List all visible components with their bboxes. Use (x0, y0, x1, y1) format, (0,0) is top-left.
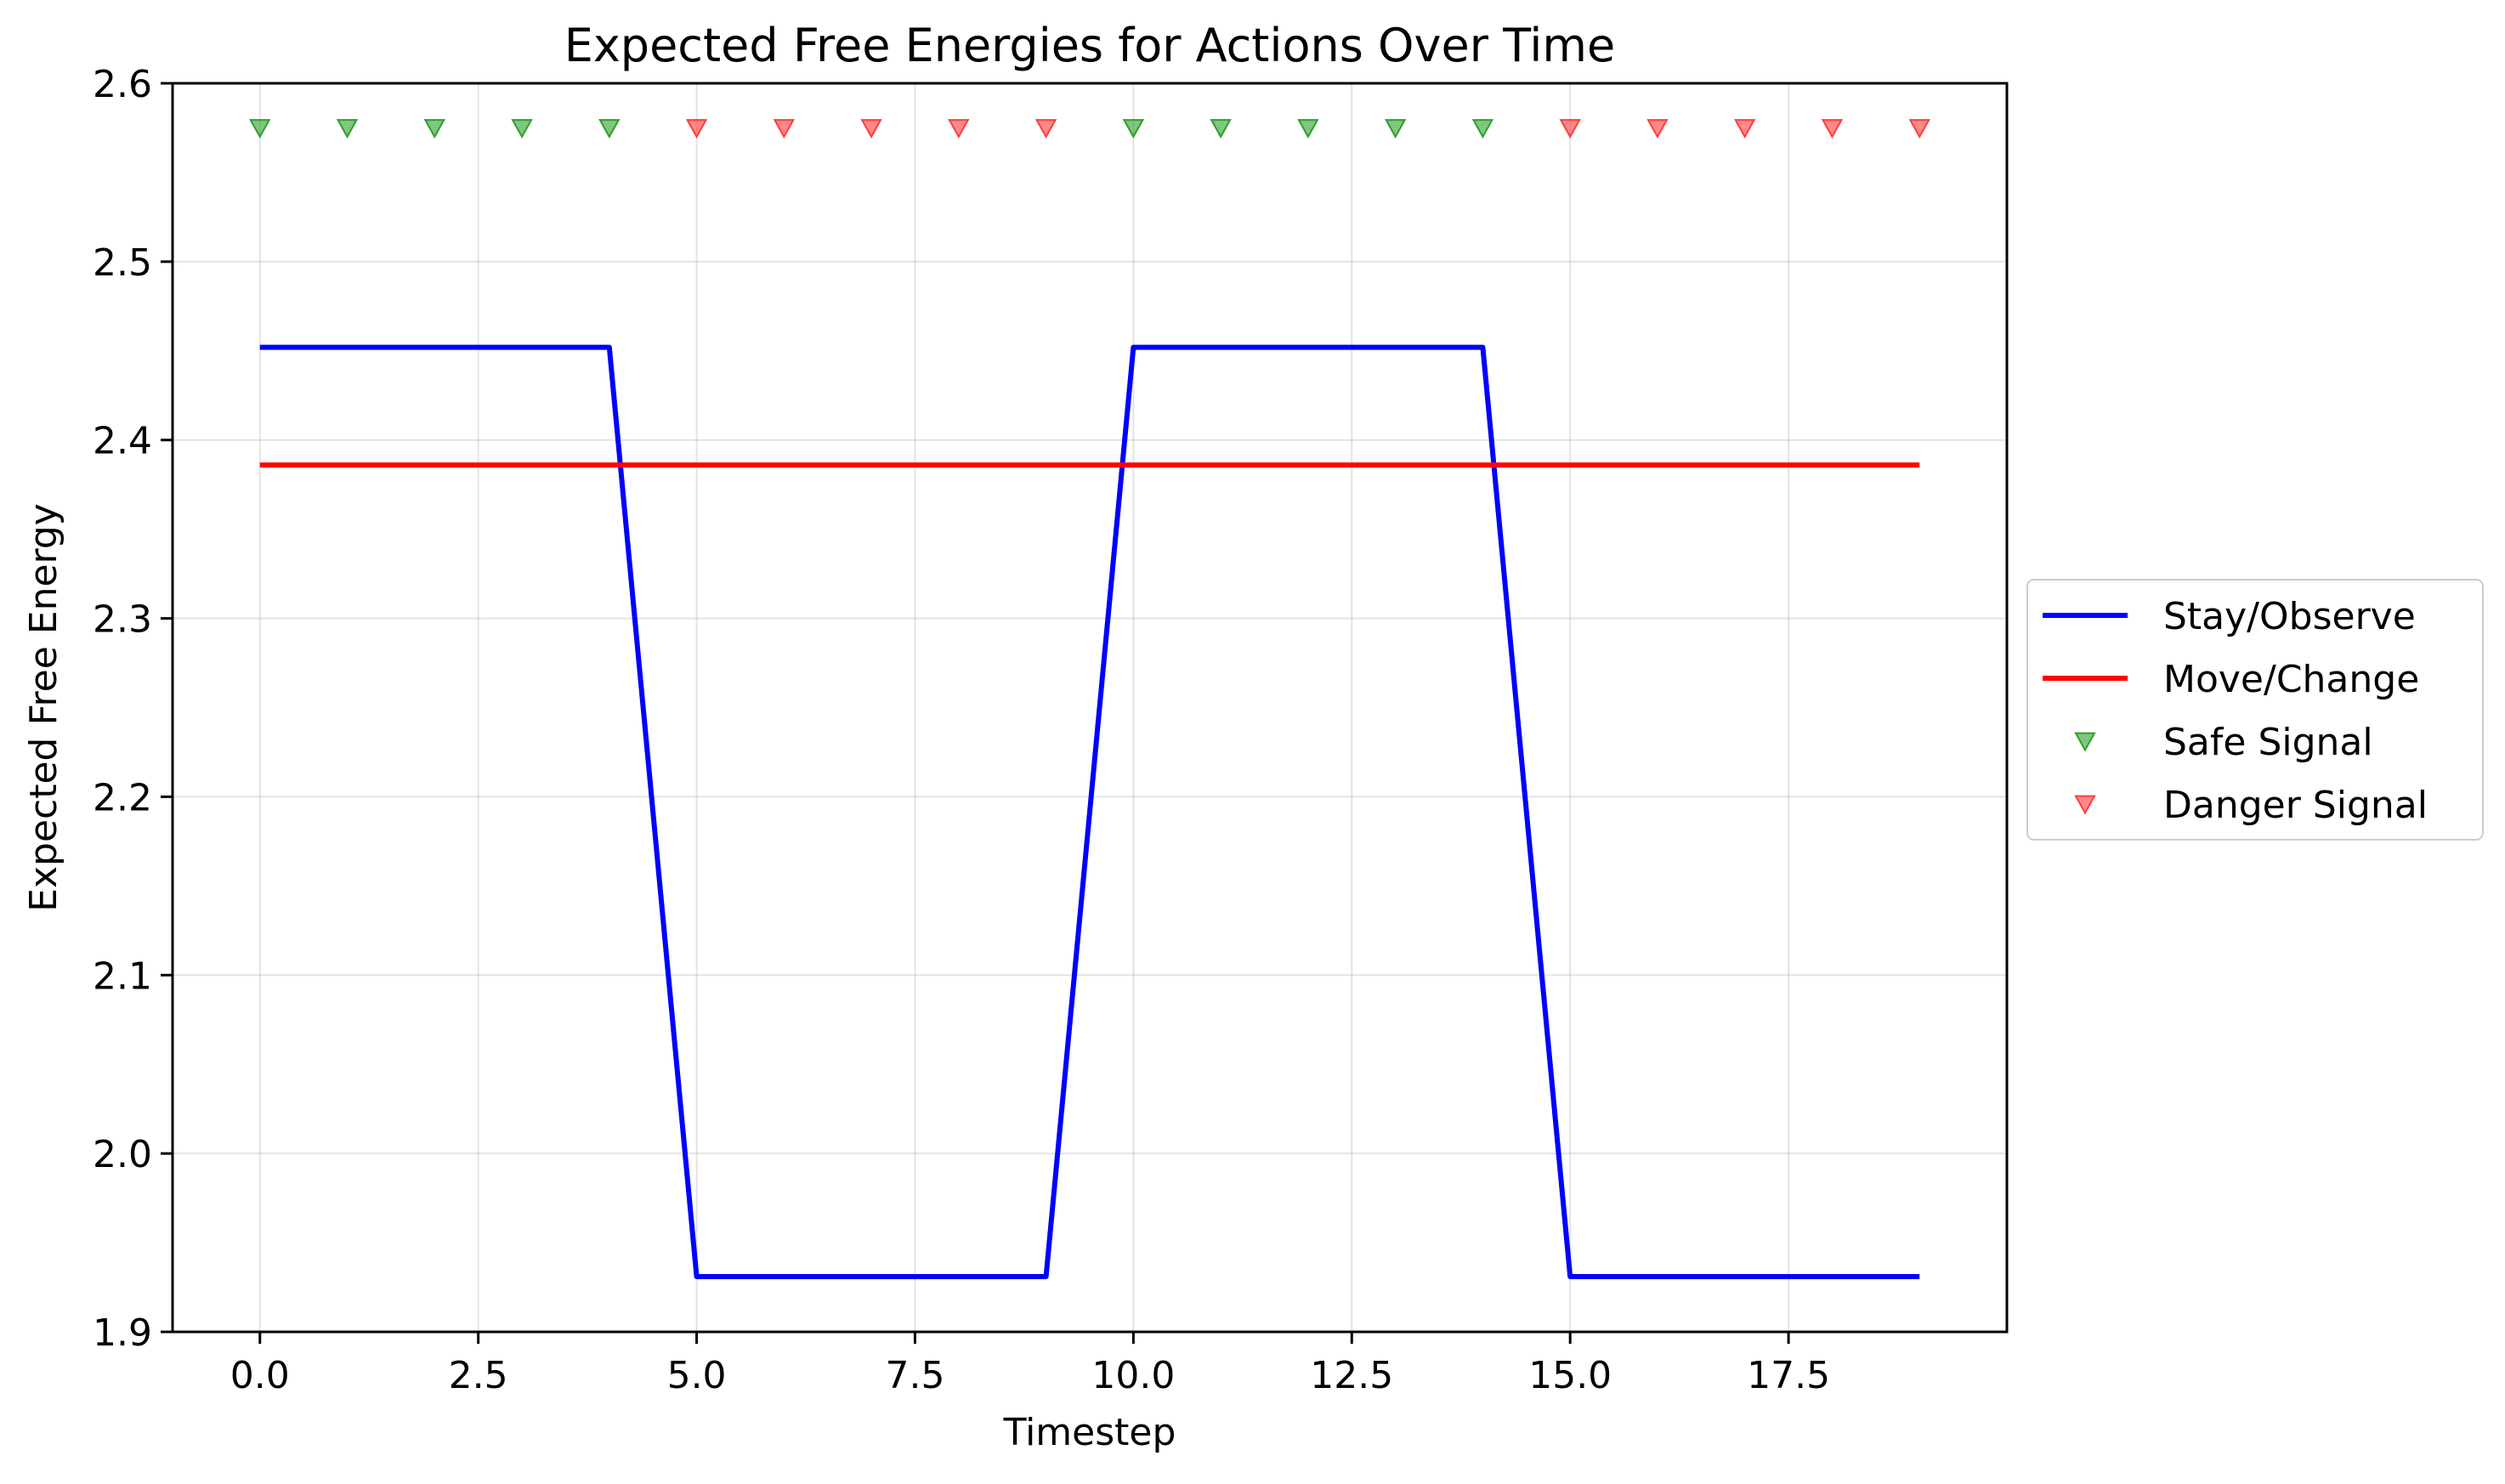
signal-marker (1384, 119, 1407, 139)
y-tick-label: 2.1 (93, 954, 152, 998)
legend-marker-swatch (2074, 732, 2096, 752)
x-tick-label: 15.0 (1528, 1354, 1612, 1397)
y-axis-label: Expected Free Energy (22, 503, 65, 912)
signal-marker (685, 119, 708, 139)
x-tick-label: 5.0 (667, 1354, 727, 1397)
signal-marker (1821, 119, 1844, 139)
legend-item: Safe Signal (2074, 721, 2373, 764)
y-tick-label: 2.4 (93, 420, 152, 463)
signal-marker (249, 119, 271, 139)
signal-marker (1908, 119, 1930, 139)
series-line-stay-observe (259, 344, 1920, 1279)
signal-marker (860, 119, 882, 139)
x-tick-label: 17.5 (1747, 1354, 1830, 1397)
chart-title: Expected Free Energies for Actions Over … (564, 19, 1616, 72)
signal-marker (1034, 119, 1057, 139)
legend-label: Stay/Observe (2163, 595, 2416, 638)
signal-marker (1559, 119, 1581, 139)
y-tick-label: 2.2 (93, 776, 152, 819)
signal-marker (1297, 119, 1319, 139)
axis-ticks: 0.0 2.5 5.0 7.5 10.0 12.5 15.0 17.5 1.9 2.0 2.1 2.2… (93, 63, 1830, 1397)
plot-data (249, 119, 1930, 1279)
y-tick-label: 1.9 (93, 1311, 152, 1355)
signal-marker (1210, 119, 1232, 139)
legend-label: Danger Signal (2163, 784, 2428, 827)
y-tick-label: 2.3 (93, 598, 152, 642)
legend-label: Move/Change (2163, 658, 2419, 701)
signal-marker (948, 119, 970, 139)
legend-label: Safe Signal (2163, 721, 2373, 764)
signal-marker (1646, 119, 1669, 139)
signal-marker (336, 119, 359, 139)
x-tick-label: 0.0 (230, 1354, 290, 1397)
x-tick-label: 7.5 (885, 1354, 944, 1397)
legend-marker-swatch (2074, 795, 2096, 815)
signal-marker (773, 119, 796, 139)
y-tick-label: 2.5 (93, 241, 152, 285)
x-tick-label: 10.0 (1091, 1354, 1175, 1397)
legend-box (2026, 579, 2484, 841)
signal-marker (1122, 119, 1145, 139)
legend: Stay/Observe Move/Change Safe Signal Danger… (2026, 579, 2484, 841)
signal-marker (1734, 119, 1756, 139)
x-tick-label: 2.5 (449, 1354, 508, 1397)
legend-item: Danger Signal (2074, 784, 2428, 827)
signal-marker (423, 119, 445, 139)
signal-marker (511, 119, 533, 139)
plot-frame (171, 82, 2009, 1334)
legend-item: Stay/Observe (2043, 595, 2416, 638)
signal-marker (598, 119, 621, 139)
signal-marker (1471, 119, 1494, 139)
legend-item: Move/Change (2043, 658, 2419, 701)
x-axis-label: Timestep (1003, 1411, 1176, 1454)
y-tick-label: 2.6 (93, 63, 152, 106)
x-tick-label: 12.5 (1310, 1354, 1393, 1397)
y-tick-label: 2.0 (93, 1133, 152, 1176)
